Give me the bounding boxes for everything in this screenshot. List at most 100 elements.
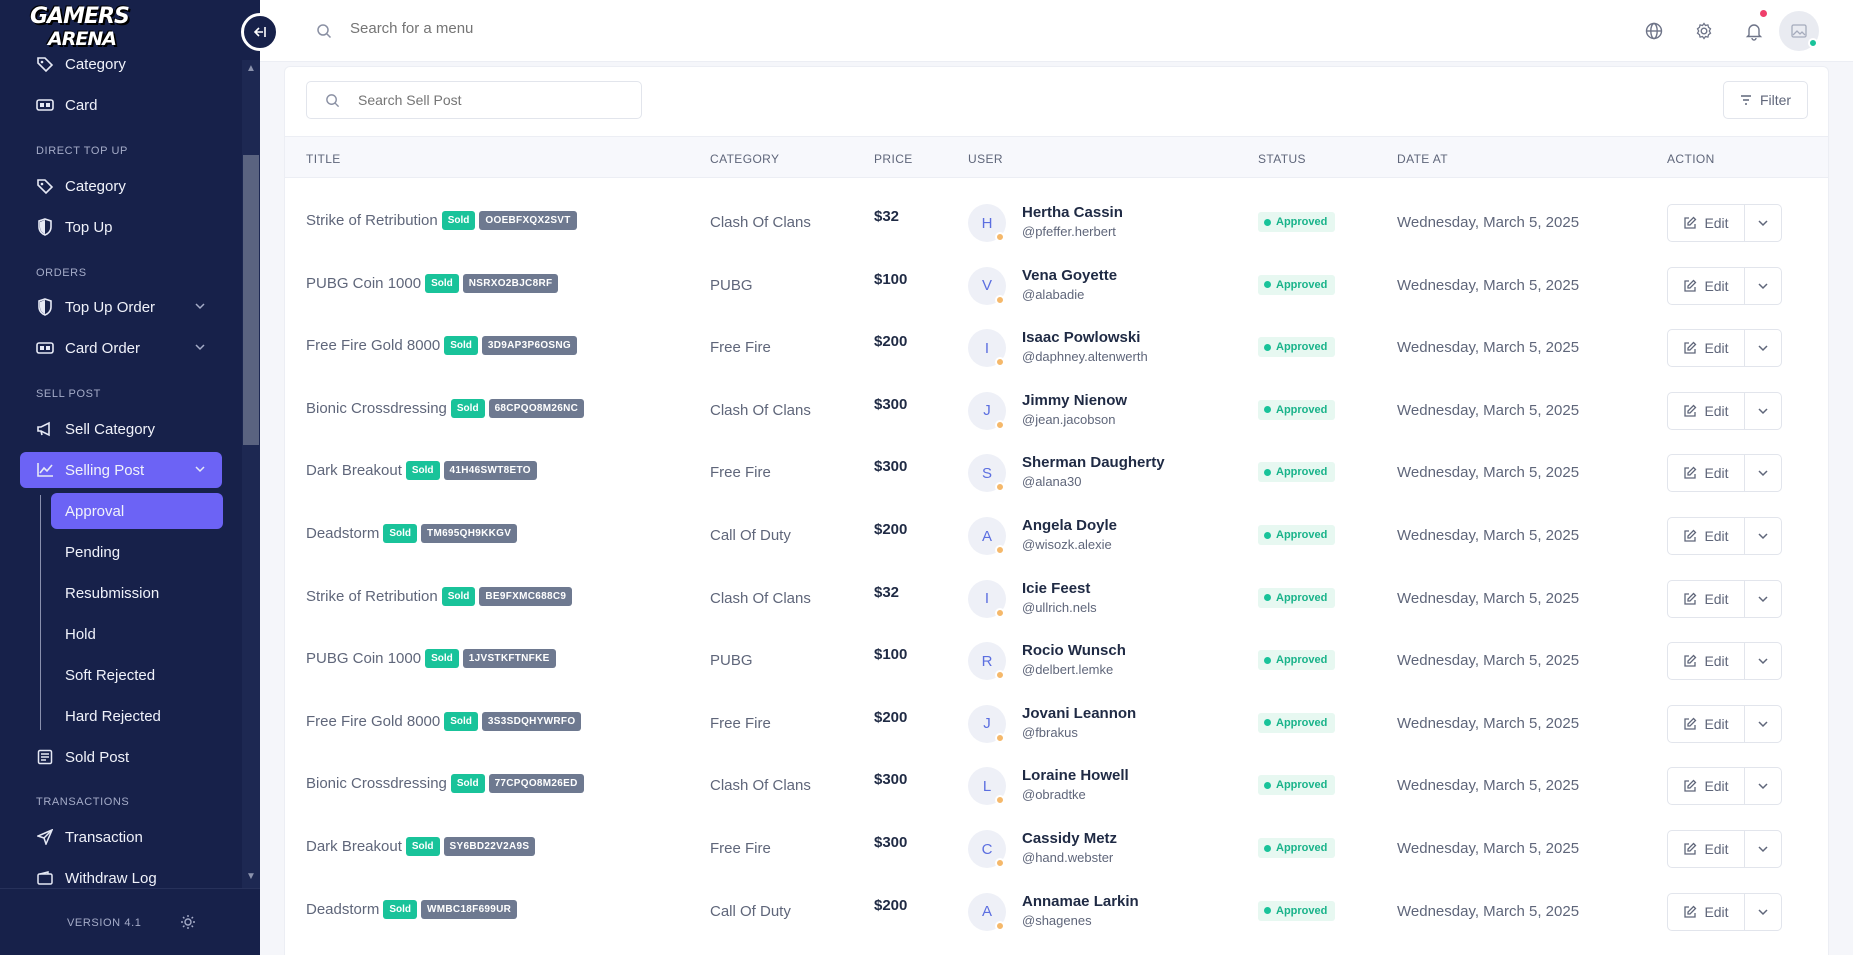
user-status-dot — [995, 357, 1005, 368]
sub-item-hard-rejected[interactable]: Hard Rejected — [65, 707, 161, 725]
sidebar-item-label: Selling Post — [65, 461, 145, 479]
sub-item-approval[interactable]: Approval — [51, 493, 223, 529]
category-cell: Free Fire — [710, 840, 771, 857]
edit-button[interactable]: Edit — [1667, 517, 1745, 555]
edit-button[interactable]: Edit — [1667, 892, 1745, 931]
edit-icon — [1684, 842, 1697, 855]
sidebar-item-sold-post[interactable]: Sold Post — [20, 739, 222, 775]
edit-icon — [1684, 404, 1697, 417]
edit-button[interactable]: Edit — [1667, 391, 1745, 430]
column-header-category[interactable]: CATEGORY — [710, 152, 780, 166]
sub-item-resubmission[interactable]: Resubmission — [65, 584, 160, 602]
post-title[interactable]: Dark Breakout — [306, 838, 402, 855]
edit-button[interactable]: Edit — [1667, 204, 1745, 242]
more-actions-button[interactable] — [1744, 266, 1782, 305]
globe-icon[interactable] — [1644, 21, 1664, 41]
sub-item-pending[interactable]: Pending — [65, 543, 121, 561]
more-actions-button[interactable] — [1744, 204, 1782, 242]
post-title[interactable]: Bionic Crossdressing — [306, 399, 447, 417]
price-cell: $200 — [874, 333, 908, 351]
more-actions-button[interactable] — [1744, 391, 1782, 430]
post-title[interactable]: Strike of Retribution — [306, 212, 438, 229]
sell-post-search[interactable] — [306, 81, 642, 119]
sidebar-collapse-button[interactable] — [241, 13, 279, 51]
card-icon — [34, 339, 56, 357]
sidebar-scroll-thumb[interactable] — [243, 155, 259, 445]
sidebar-item-category[interactable]: Category — [20, 46, 222, 82]
post-title[interactable]: Bionic Crossdressing — [306, 775, 447, 793]
sidebar-item-withdraw-log[interactable]: Withdraw Log — [20, 860, 222, 896]
edit-button[interactable]: Edit — [1667, 830, 1745, 868]
gear-icon[interactable] — [1694, 21, 1714, 41]
post-title[interactable]: Dark Breakout — [306, 462, 402, 480]
sub-item-soft-rejected[interactable]: Soft Rejected — [65, 666, 156, 684]
sun-icon[interactable] — [180, 914, 196, 930]
more-actions-button[interactable] — [1744, 830, 1782, 868]
price-cell: $200 — [874, 708, 908, 726]
sidebar-item-topup-category[interactable]: Category — [20, 168, 222, 204]
more-actions-button[interactable] — [1744, 642, 1782, 681]
column-header-action: ACTION — [1667, 152, 1715, 166]
sidebar-item-card-order[interactable]: Card Order — [20, 330, 222, 366]
post-title[interactable]: PUBG Coin 1000 — [306, 274, 422, 292]
post-title[interactable]: Deadstorm — [306, 900, 380, 918]
sidebar-item-transaction[interactable]: Transaction — [20, 819, 222, 855]
post-title[interactable]: Free Fire Gold 8000 — [306, 337, 441, 355]
edit-icon — [1684, 592, 1697, 605]
shield-icon — [34, 218, 56, 236]
sell-post-search-input[interactable] — [358, 92, 618, 108]
user-name: Jimmy Nienow — [1022, 391, 1128, 409]
more-actions-button[interactable] — [1744, 892, 1782, 931]
column-header-date-at[interactable]: DATE AT — [1397, 152, 1449, 166]
edit-button[interactable]: Edit — [1667, 704, 1745, 743]
more-actions-button[interactable] — [1744, 579, 1782, 618]
menu-search-input[interactable] — [350, 20, 650, 37]
sub-item-hold[interactable]: Hold — [65, 625, 96, 643]
edit-button[interactable]: Edit — [1667, 454, 1745, 493]
column-header-title[interactable]: TITLE — [306, 152, 341, 166]
edit-button[interactable]: Edit — [1667, 579, 1745, 618]
edit-button[interactable]: Edit — [1667, 329, 1745, 368]
more-actions-button[interactable] — [1744, 329, 1782, 368]
more-actions-button[interactable] — [1744, 454, 1782, 493]
scroll-down-icon[interactable]: ▼ — [246, 871, 256, 882]
filter-button[interactable]: Filter — [1723, 81, 1808, 119]
status-badge: Approved — [1258, 462, 1336, 483]
sidebar-item-top-up[interactable]: Top Up — [20, 209, 222, 245]
post-title[interactable]: Deadstorm — [306, 525, 380, 542]
newspaper-icon — [34, 748, 56, 766]
column-header-price[interactable]: PRICE — [874, 152, 913, 166]
column-header-status[interactable]: STATUS — [1258, 152, 1306, 166]
sidebar-item-top-up-order[interactable]: Top Up Order — [20, 289, 222, 325]
user-handle: @fbrakus — [1022, 724, 1078, 740]
sidebar-item-sell-category[interactable]: Sell Category — [20, 411, 222, 447]
post-code-badge: TM695QH9KKGV — [421, 524, 518, 543]
more-actions-button[interactable] — [1744, 517, 1782, 555]
column-header-user[interactable]: USER — [968, 152, 1003, 166]
table-row: PUBG Coin 1000 Sold NSRXO2BJC8RF PUBG $100 V V… — [285, 251, 1828, 314]
sidebar-item-selling-post[interactable]: Selling Post — [20, 452, 222, 488]
logo[interactable]: GAMERS ARENA — [30, 6, 130, 56]
bell-icon[interactable] — [1744, 21, 1764, 41]
edit-button[interactable]: Edit — [1667, 767, 1745, 806]
table-row: Deadstorm Sold TM695QH9KKGV Call Of Duty $20… — [285, 501, 1828, 564]
filter-label: Filter — [1759, 92, 1792, 108]
scroll-up-icon[interactable]: ▲ — [246, 63, 256, 74]
post-title[interactable]: Free Fire Gold 8000 — [306, 712, 441, 730]
post-code-badge: 41H46SWT8ETO — [443, 461, 537, 481]
edit-button[interactable]: Edit — [1667, 266, 1745, 305]
price-cell: $200 — [874, 896, 908, 914]
logo-line-2: ARENA — [48, 28, 117, 50]
date-cell: Wednesday, March 5, 2025 — [1397, 840, 1580, 857]
more-actions-button[interactable] — [1744, 704, 1782, 743]
post-title[interactable]: Strike of Retribution — [306, 587, 438, 605]
online-status-dot — [1808, 38, 1818, 48]
sidebar-item-card[interactable]: Card — [20, 87, 222, 123]
post-title[interactable]: PUBG Coin 1000 — [306, 650, 422, 668]
filter-icon — [1740, 95, 1751, 105]
logo-line-1: GAMERS — [30, 4, 130, 29]
edit-button[interactable]: Edit — [1667, 642, 1745, 681]
more-actions-button[interactable] — [1744, 767, 1782, 806]
table-header: TITLE CATEGORY PRICE USER STATUS DATE AT… — [285, 136, 1828, 178]
status-badge: Approved — [1258, 337, 1336, 358]
